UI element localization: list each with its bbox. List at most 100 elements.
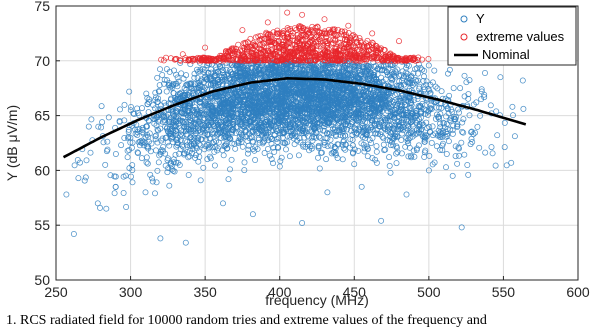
y-point [450, 122, 457, 129]
y-point [340, 132, 346, 139]
y-point [350, 150, 356, 157]
y-point [351, 63, 357, 70]
y-point [324, 143, 331, 150]
y-point [159, 135, 166, 142]
y-point [275, 135, 282, 142]
y-point [105, 114, 112, 121]
y-point [175, 78, 182, 85]
y-point [429, 79, 436, 86]
y-point [313, 116, 320, 123]
y-point [511, 133, 518, 140]
y-point [501, 144, 508, 151]
y-point [325, 65, 332, 71]
y-point [265, 146, 271, 152]
y-point [158, 147, 165, 153]
y-point [152, 133, 159, 140]
y-point [388, 139, 395, 146]
y-point [489, 150, 496, 157]
y-point [477, 112, 484, 119]
y-point [206, 135, 213, 142]
y-point [144, 95, 151, 101]
y-point [324, 104, 331, 111]
y-point [373, 159, 380, 166]
y-point [163, 88, 170, 95]
y-point [103, 205, 110, 212]
y-point [167, 84, 174, 91]
y-point [390, 136, 397, 142]
y-point [411, 80, 418, 87]
y-point [245, 146, 252, 153]
y-point [143, 154, 150, 161]
y-point [85, 123, 92, 130]
y-point [388, 79, 395, 86]
y-point [255, 136, 262, 143]
y-point [183, 72, 190, 79]
y-point [270, 144, 277, 151]
y-point [296, 124, 303, 131]
y-point [197, 177, 204, 184]
y-point [376, 107, 383, 114]
y-point [318, 149, 324, 156]
y-point [153, 132, 159, 139]
y-point [213, 138, 219, 145]
y-point [142, 189, 149, 196]
y-point [355, 147, 362, 154]
y-point [172, 151, 179, 158]
y-point [432, 83, 439, 90]
y-point [220, 152, 227, 159]
y-point [162, 150, 169, 157]
y-point [135, 150, 142, 157]
y-point [157, 235, 164, 242]
y-point [458, 139, 465, 146]
y-point [225, 176, 232, 183]
y-point [433, 104, 440, 111]
y-point [155, 159, 162, 166]
y-point [75, 175, 82, 182]
y-point [180, 114, 187, 121]
y-point [104, 138, 111, 145]
y-point [205, 70, 212, 77]
y-point [443, 164, 449, 171]
y-point [400, 111, 407, 118]
y-point [129, 162, 136, 169]
y-point [143, 123, 150, 130]
y-point [380, 63, 387, 70]
y-point [392, 68, 399, 74]
y-point [445, 70, 451, 77]
y-point [159, 72, 166, 78]
y-point [352, 89, 359, 96]
y-point [456, 109, 463, 116]
y-point [423, 78, 430, 85]
y-point [265, 137, 272, 144]
y-point [392, 121, 399, 128]
y-point [181, 150, 188, 157]
y-point [349, 118, 356, 125]
y-point [400, 75, 407, 82]
y-point [368, 140, 375, 147]
y-point [286, 153, 293, 160]
y-point [251, 147, 258, 154]
y-point [362, 114, 369, 121]
y-point [182, 128, 189, 135]
y-point [403, 69, 410, 76]
y-point [152, 89, 159, 96]
extreme-point [235, 41, 242, 48]
y-point [118, 142, 125, 149]
y-point [192, 130, 199, 137]
y-point [220, 200, 226, 207]
y-point [255, 95, 262, 101]
y-point [456, 152, 462, 159]
y-point [437, 120, 444, 127]
y-point [385, 103, 392, 110]
y-point [353, 126, 360, 133]
y-point [468, 135, 475, 142]
y-point [112, 173, 119, 180]
y-point [157, 66, 163, 73]
y-point [166, 182, 173, 189]
y-point [143, 159, 150, 166]
y-point [180, 143, 187, 150]
y-point [463, 79, 470, 86]
y-point [260, 139, 267, 146]
y-point [107, 172, 114, 179]
y-point [438, 88, 445, 95]
